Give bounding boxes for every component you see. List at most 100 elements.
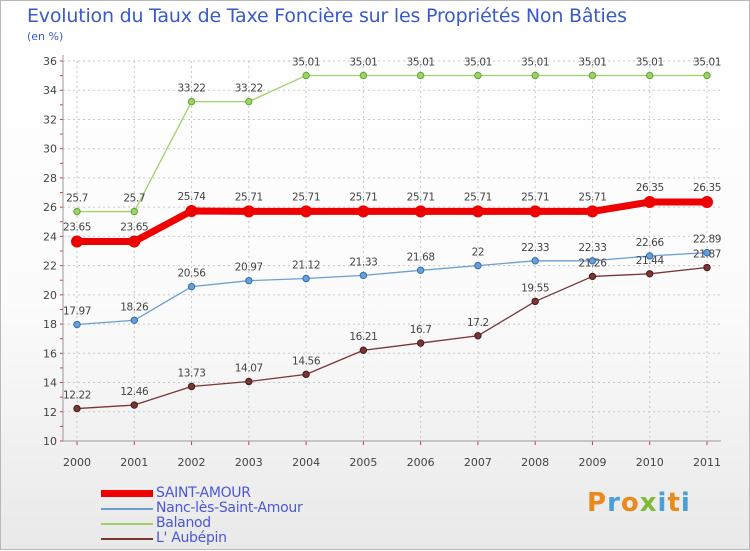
- data-label-l-aubepin: 21.44: [636, 255, 665, 267]
- data-point-balanod: [703, 71, 711, 80]
- data-label-balanod: 25.7: [66, 193, 88, 205]
- data-point-saint-amour: [185, 204, 198, 217]
- data-label-l-aubepin: 13.73: [178, 367, 206, 379]
- data-label-nanc-les-saint-amour: 20.97: [235, 262, 263, 274]
- proxiti-logo: Proxiti: [587, 488, 691, 518]
- series-line-nanc-les-saint-amour: [76, 251, 708, 326]
- data-label-saint-amour: 26.35: [693, 182, 721, 194]
- y-tick-label: 24: [43, 230, 57, 243]
- data-label-nanc-les-saint-amour: 18.26: [120, 301, 149, 313]
- data-label-nanc-les-saint-amour: 22.33: [578, 242, 606, 254]
- data-label-balanod: 33.22: [178, 83, 206, 95]
- data-label-nanc-les-saint-amour: 22.89: [693, 234, 721, 246]
- y-tick-label: 32: [43, 113, 57, 126]
- data-label-l-aubepin: 16.21: [349, 331, 377, 343]
- legend-item-balanod: Balanod: [101, 515, 361, 531]
- data-point-balanod: [302, 71, 310, 80]
- data-point-saint-amour: [300, 205, 313, 218]
- data-label-balanod: 35.01: [521, 56, 549, 68]
- x-tick-label: 2007: [464, 456, 492, 469]
- y-tick-label: 28: [43, 172, 57, 185]
- x-tick-label: 2010: [636, 456, 664, 469]
- data-label-balanod: 35.01: [349, 56, 377, 68]
- data-point-saint-amour: [128, 235, 141, 248]
- y-tick-label: 10: [43, 435, 57, 448]
- x-tick-label: 2001: [120, 456, 148, 469]
- data-point-l-aubepin: [359, 346, 368, 354]
- data-point-l-aubepin: [703, 263, 711, 272]
- data-label-l-aubepin: 19.55: [521, 282, 549, 294]
- data-label-balanod: 35.01: [693, 56, 721, 68]
- data-label-balanod: 35.01: [407, 56, 435, 68]
- y-axis-unit: (en %): [27, 30, 64, 43]
- data-point-saint-amour: [242, 205, 255, 218]
- data-point-balanod: [187, 97, 196, 106]
- legend-item-saint-amour: SAINT-AMOUR: [101, 485, 361, 501]
- y-tick-label: 30: [43, 143, 57, 156]
- data-point-balanod: [416, 71, 425, 80]
- legend-swatch-saint-amour: [101, 490, 153, 497]
- legend-label-nanc-les-saint-amour: Nanc-lès-Saint-Amour: [156, 500, 303, 516]
- data-point-saint-amour: [414, 205, 427, 218]
- data-point-l-aubepin: [531, 297, 539, 306]
- data-point-nanc-les-saint-amour: [187, 282, 196, 291]
- data-point-l-aubepin: [73, 404, 81, 413]
- data-label-nanc-les-saint-amour: 21.12: [292, 259, 320, 271]
- data-label-l-aubepin: 12.22: [63, 390, 91, 402]
- data-label-nanc-les-saint-amour: 22.33: [521, 242, 549, 254]
- legend: SAINT-AMOUR Nanc-lès-Saint-Amour Balanod…: [101, 485, 361, 546]
- data-label-nanc-les-saint-amour: 21.33: [349, 256, 377, 268]
- data-label-balanod: 35.01: [578, 56, 606, 68]
- data-point-l-aubepin: [588, 272, 597, 281]
- legend-swatch-balanod: [101, 523, 153, 525]
- data-point-saint-amour: [357, 205, 370, 218]
- legend-label-balanod: Balanod: [156, 515, 211, 531]
- y-tick-label: 16: [43, 347, 57, 360]
- data-point-nanc-les-saint-amour: [73, 320, 81, 329]
- data-point-balanod: [531, 71, 539, 80]
- data-point-balanod: [130, 207, 138, 216]
- x-tick-label: 2009: [578, 456, 606, 469]
- series-line-saint-amour: [77, 198, 707, 245]
- data-point-l-aubepin: [245, 377, 253, 386]
- data-point-balanod: [245, 97, 253, 106]
- data-point-saint-amour: [71, 235, 83, 248]
- data-label-l-aubepin: 21.87: [693, 249, 721, 261]
- data-point-nanc-les-saint-amour: [302, 274, 310, 283]
- data-point-balanod: [588, 71, 597, 80]
- data-label-l-aubepin: 12.46: [120, 386, 149, 398]
- legend-item-l-aubepin: L' Aubépin: [101, 530, 361, 546]
- data-label-saint-amour: 25.71: [292, 191, 320, 203]
- series-line-balanod: [77, 74, 707, 213]
- legend-swatch-l-aubepin: [101, 538, 153, 540]
- data-label-saint-amour: 25.71: [235, 191, 263, 203]
- data-label-balanod: 35.01: [636, 56, 664, 68]
- y-tick-label: 20: [43, 289, 57, 302]
- y-tick-label: 12: [43, 406, 57, 419]
- x-tick-label: 2004: [292, 456, 320, 469]
- data-point-l-aubepin: [302, 370, 310, 379]
- data-label-saint-amour: 23.65: [120, 222, 148, 234]
- data-point-saint-amour: [471, 205, 484, 218]
- data-point-l-aubepin: [416, 339, 425, 347]
- data-point-nanc-les-saint-amour: [416, 266, 425, 274]
- x-tick-label: 2003: [235, 456, 263, 469]
- data-point-balanod: [646, 71, 654, 80]
- data-label-nanc-les-saint-amour: 22: [472, 247, 485, 259]
- logo-letter: i: [657, 488, 668, 518]
- data-label-saint-amour: 25.71: [578, 191, 606, 203]
- data-point-nanc-les-saint-amour: [703, 248, 711, 257]
- data-label-nanc-les-saint-amour: 21.68: [407, 251, 435, 263]
- data-point-nanc-les-saint-amour: [646, 252, 654, 260]
- data-point-l-aubepin: [187, 382, 196, 391]
- data-label-l-aubepin: 21.26: [578, 257, 607, 269]
- legend-label-saint-amour: SAINT-AMOUR: [156, 485, 251, 501]
- data-point-saint-amour: [701, 196, 713, 209]
- x-tick-label: 2002: [178, 456, 206, 469]
- data-label-balanod: 33.22: [235, 83, 263, 95]
- x-tick-label: 2005: [349, 456, 377, 469]
- x-tick-label: 2008: [521, 456, 549, 469]
- data-label-nanc-les-saint-amour: 17.97: [63, 306, 91, 318]
- y-tick-label: 26: [43, 201, 57, 214]
